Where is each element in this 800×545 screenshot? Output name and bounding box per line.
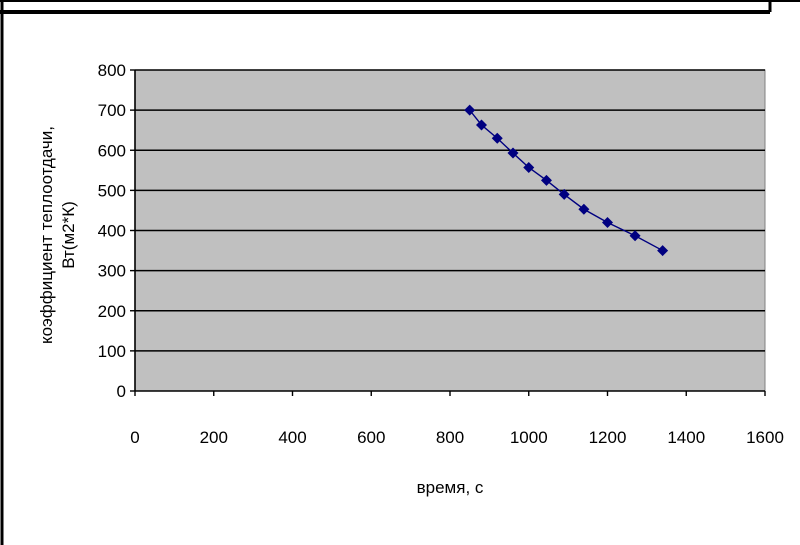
y-tick-label-300: 300 bbox=[98, 262, 126, 281]
y-tick-labels: 0 100 200 300 400 500 600 700 800 bbox=[98, 61, 126, 401]
data-point bbox=[629, 230, 641, 242]
y-axis-title-line-2: Вт(м2*К) bbox=[59, 201, 78, 269]
x-tick-label-600: 600 bbox=[357, 428, 385, 447]
x-tick-label-200: 200 bbox=[200, 428, 228, 447]
y-tick-label-800: 800 bbox=[98, 61, 126, 80]
data-point bbox=[491, 132, 503, 144]
x-tick-labels: 0 200 400 600 800 1000 1200 1400 1600 bbox=[130, 428, 784, 447]
gridlines bbox=[135, 69, 765, 352]
y-tick-label-400: 400 bbox=[98, 222, 126, 241]
y-tick-label-700: 700 bbox=[98, 101, 126, 120]
axes bbox=[130, 69, 766, 396]
data-point bbox=[507, 147, 519, 159]
y-tick-label-500: 500 bbox=[98, 181, 126, 200]
x-tick-label-1400: 1400 bbox=[667, 428, 705, 447]
data-point bbox=[558, 188, 570, 200]
data-series bbox=[464, 104, 669, 257]
data-point bbox=[476, 119, 487, 131]
data-point bbox=[523, 162, 535, 174]
data-point bbox=[578, 203, 590, 215]
x-tick-label-0: 0 bbox=[130, 428, 139, 447]
x-tick-label-1000: 1000 bbox=[510, 428, 548, 447]
y-tick-label-0: 0 bbox=[117, 382, 126, 401]
y-tick-label-600: 600 bbox=[98, 141, 126, 160]
x-tick-label-800: 800 bbox=[436, 428, 464, 447]
data-point bbox=[657, 245, 669, 257]
x-tick-label-1200: 1200 bbox=[589, 428, 627, 447]
y-axis-title: коэффициент теплоотдачи, Вт(м2*К) bbox=[37, 126, 78, 344]
y-tick-label-100: 100 bbox=[98, 342, 126, 361]
x-tick-label-400: 400 bbox=[278, 428, 306, 447]
x-axis-title: время, с bbox=[417, 478, 484, 497]
y-axis-title-line-1: коэффициент теплоотдачи, bbox=[37, 126, 56, 344]
data-point bbox=[602, 216, 613, 228]
x-tick-label-1600: 1600 bbox=[746, 428, 784, 447]
y-tick-label-200: 200 bbox=[98, 302, 126, 321]
data-point bbox=[464, 104, 476, 116]
data-point bbox=[540, 174, 552, 186]
